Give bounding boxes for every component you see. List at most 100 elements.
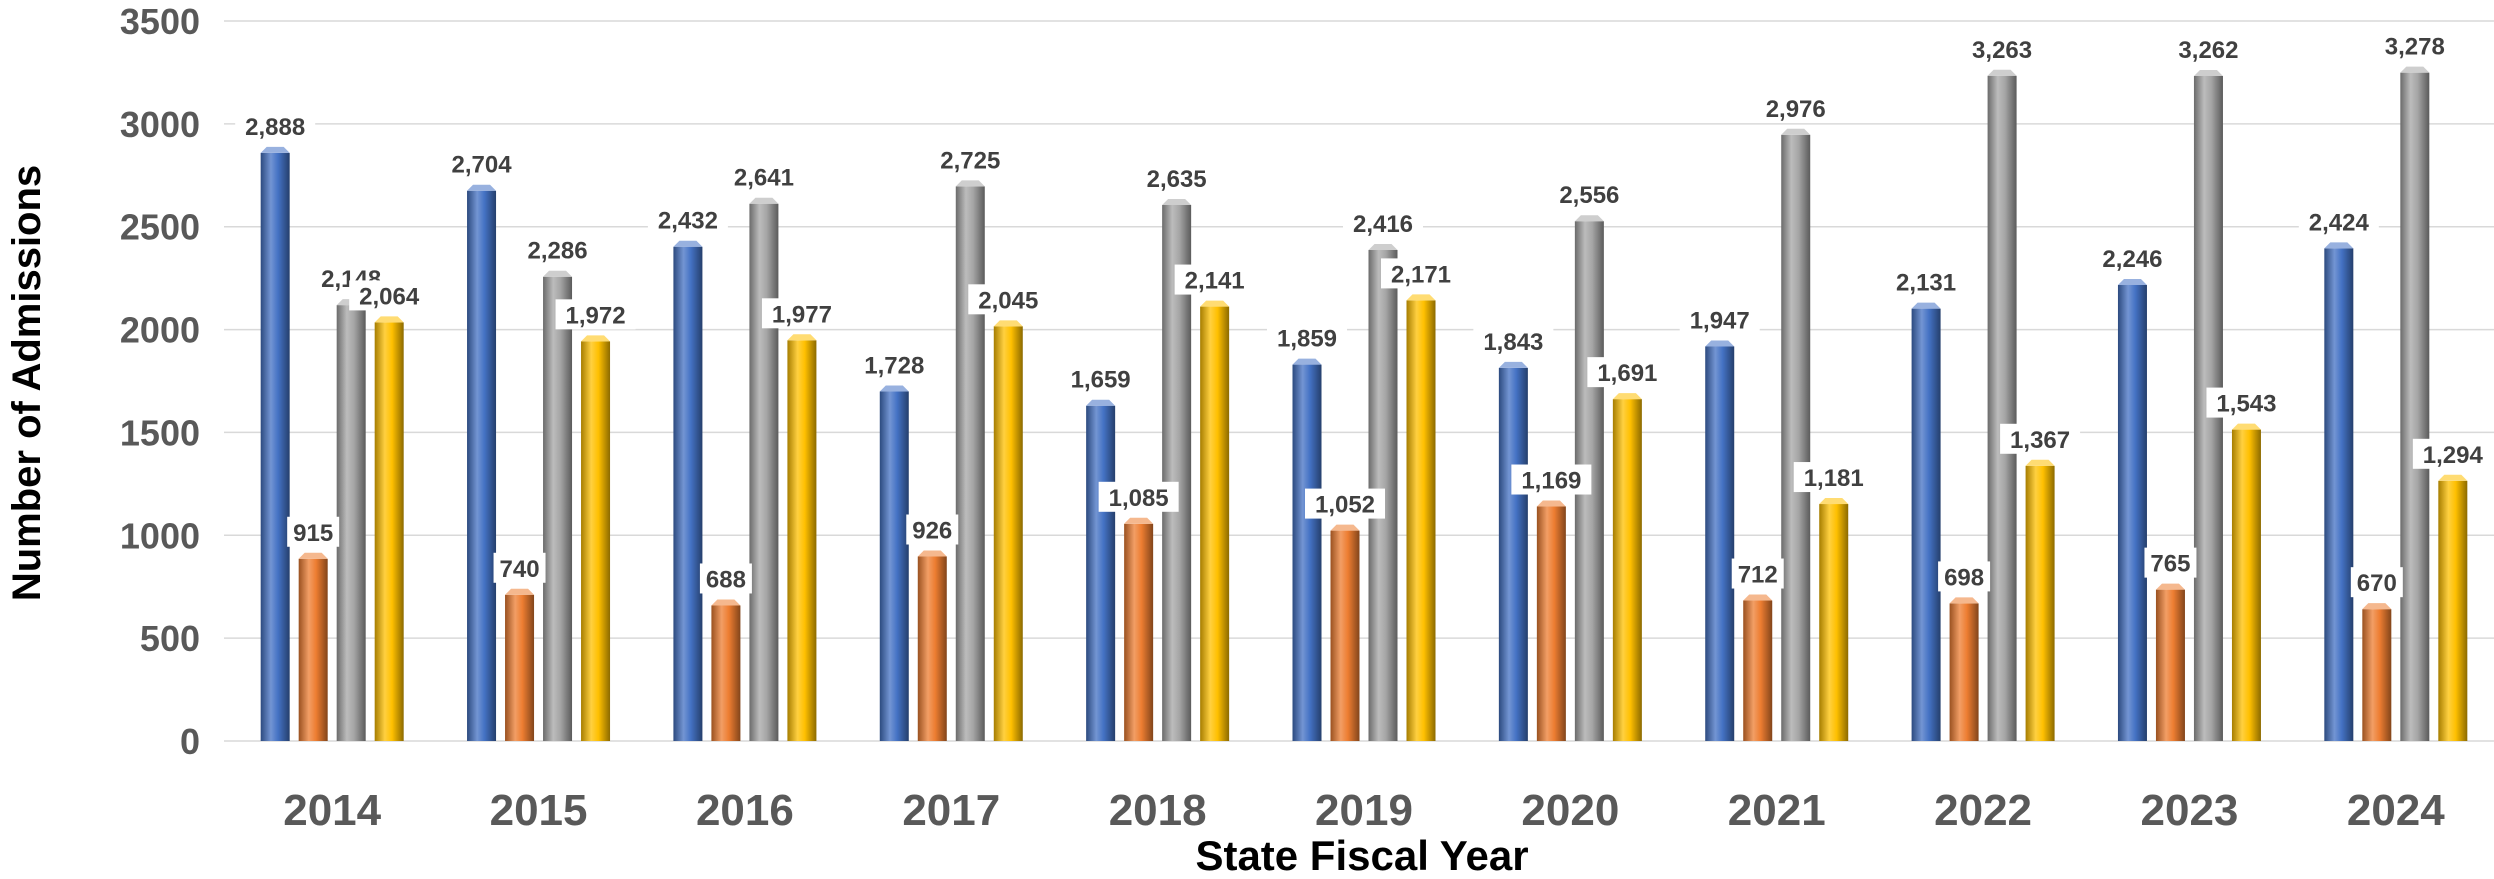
bar-body bbox=[955, 186, 985, 741]
y-tick-label: 2500 bbox=[120, 207, 200, 248]
bar-body bbox=[260, 152, 290, 741]
bar bbox=[2362, 603, 2392, 741]
bar-body bbox=[2438, 480, 2468, 741]
bar-top bbox=[1124, 517, 1154, 524]
bar-top bbox=[2324, 242, 2354, 249]
data-label-text: 1,085 bbox=[1109, 485, 1169, 512]
bar bbox=[1987, 69, 2017, 742]
bar-top bbox=[1086, 399, 1116, 406]
data-label: 740 bbox=[493, 552, 546, 583]
data-label: 2,888 bbox=[235, 110, 316, 141]
bar-top bbox=[2231, 423, 2261, 430]
bar-top bbox=[1536, 500, 1566, 507]
bar-top bbox=[1574, 215, 1604, 222]
data-label: 2,704 bbox=[441, 148, 522, 179]
bar bbox=[1911, 302, 1941, 741]
bar-body bbox=[2362, 609, 2392, 741]
data-label: 3,278 bbox=[2374, 30, 2455, 61]
y-axis-title: Number of Admissions bbox=[5, 165, 49, 601]
bar bbox=[1949, 597, 1979, 741]
data-label-text: 2,641 bbox=[734, 165, 794, 192]
data-label-text: 2,976 bbox=[1766, 96, 1826, 123]
bar-top bbox=[505, 588, 535, 595]
data-label-box bbox=[1473, 325, 1554, 356]
bar bbox=[1124, 517, 1154, 741]
bar-body bbox=[581, 341, 611, 741]
data-label: 1,659 bbox=[1060, 363, 1141, 394]
bar-top bbox=[955, 180, 985, 187]
bar bbox=[711, 599, 741, 741]
data-label-text: 2,556 bbox=[1559, 182, 1619, 209]
data-label-box bbox=[441, 148, 522, 179]
data-label-text: 1,659 bbox=[1071, 367, 1131, 394]
bar-body bbox=[1819, 504, 1849, 741]
bar bbox=[787, 334, 817, 741]
bar bbox=[917, 550, 947, 741]
bar bbox=[298, 552, 328, 741]
x-tick-label: 2020 bbox=[1521, 786, 1619, 835]
data-label: 698 bbox=[1938, 561, 1991, 592]
bar bbox=[673, 240, 703, 741]
data-label-box bbox=[1962, 33, 2043, 64]
data-label-box bbox=[1511, 464, 1592, 495]
bar-body bbox=[2155, 589, 2185, 741]
bar-body bbox=[993, 326, 1023, 741]
data-label-box bbox=[2298, 206, 2379, 237]
data-label-text: 915 bbox=[293, 520, 333, 547]
data-label-box bbox=[1174, 264, 1255, 295]
data-label: 2,424 bbox=[2298, 206, 2379, 237]
bar bbox=[2324, 242, 2354, 741]
bar bbox=[1330, 524, 1360, 741]
bar-body bbox=[543, 276, 573, 741]
bar bbox=[1292, 358, 1322, 741]
data-label: 2,416 bbox=[1343, 207, 1423, 238]
data-label-box bbox=[1731, 558, 1784, 589]
data-label: 2,286 bbox=[517, 234, 598, 265]
bar-body bbox=[1743, 600, 1773, 741]
bar-body bbox=[505, 594, 535, 741]
data-label: 1,543 bbox=[2206, 387, 2287, 418]
bar-body bbox=[1200, 306, 1230, 741]
data-label: 1,972 bbox=[555, 299, 636, 330]
bar-body bbox=[1498, 367, 1528, 741]
data-label-text: 2,286 bbox=[528, 238, 588, 265]
data-label-text: 926 bbox=[912, 518, 952, 545]
bar-top bbox=[711, 599, 741, 606]
data-label: 926 bbox=[906, 514, 959, 545]
bar-body bbox=[1705, 346, 1735, 741]
data-label-box bbox=[555, 299, 636, 330]
data-label: 1,691 bbox=[1587, 357, 1668, 388]
data-label-box bbox=[349, 280, 430, 311]
data-label-text: 1,052 bbox=[1315, 492, 1375, 519]
bar-top bbox=[298, 552, 328, 559]
bar-body bbox=[2231, 429, 2261, 741]
bar-body bbox=[1612, 399, 1642, 741]
bar-top bbox=[2117, 278, 2147, 285]
data-label-text: 670 bbox=[2357, 570, 2397, 597]
bar-body bbox=[1949, 603, 1979, 741]
bar-top bbox=[1705, 340, 1735, 347]
bar bbox=[2400, 66, 2430, 741]
x-tick-label: 2021 bbox=[1728, 786, 1826, 835]
bar bbox=[1819, 498, 1849, 741]
bar bbox=[1200, 300, 1230, 741]
data-label-box bbox=[906, 514, 959, 545]
bar-top bbox=[1406, 294, 1436, 301]
data-label: 670 bbox=[2350, 567, 2403, 598]
bar bbox=[993, 320, 1023, 741]
data-label: 2,641 bbox=[723, 161, 804, 192]
data-label: 1,859 bbox=[1267, 322, 1347, 353]
data-label-box bbox=[968, 284, 1049, 315]
data-label: 2,725 bbox=[930, 144, 1011, 175]
data-label-text: 740 bbox=[500, 556, 540, 583]
data-label-text: 2,725 bbox=[940, 147, 1000, 174]
data-label-box bbox=[1267, 322, 1347, 353]
x-axis-title: State Fiscal Year bbox=[1195, 832, 1528, 879]
bar bbox=[1612, 393, 1642, 741]
bar-top bbox=[1819, 498, 1849, 505]
bar bbox=[1406, 294, 1436, 741]
data-label: 3,262 bbox=[2168, 33, 2249, 64]
bar-body bbox=[1086, 405, 1116, 741]
x-tick-label: 2022 bbox=[1934, 786, 2032, 835]
bar-top bbox=[2438, 474, 2468, 481]
